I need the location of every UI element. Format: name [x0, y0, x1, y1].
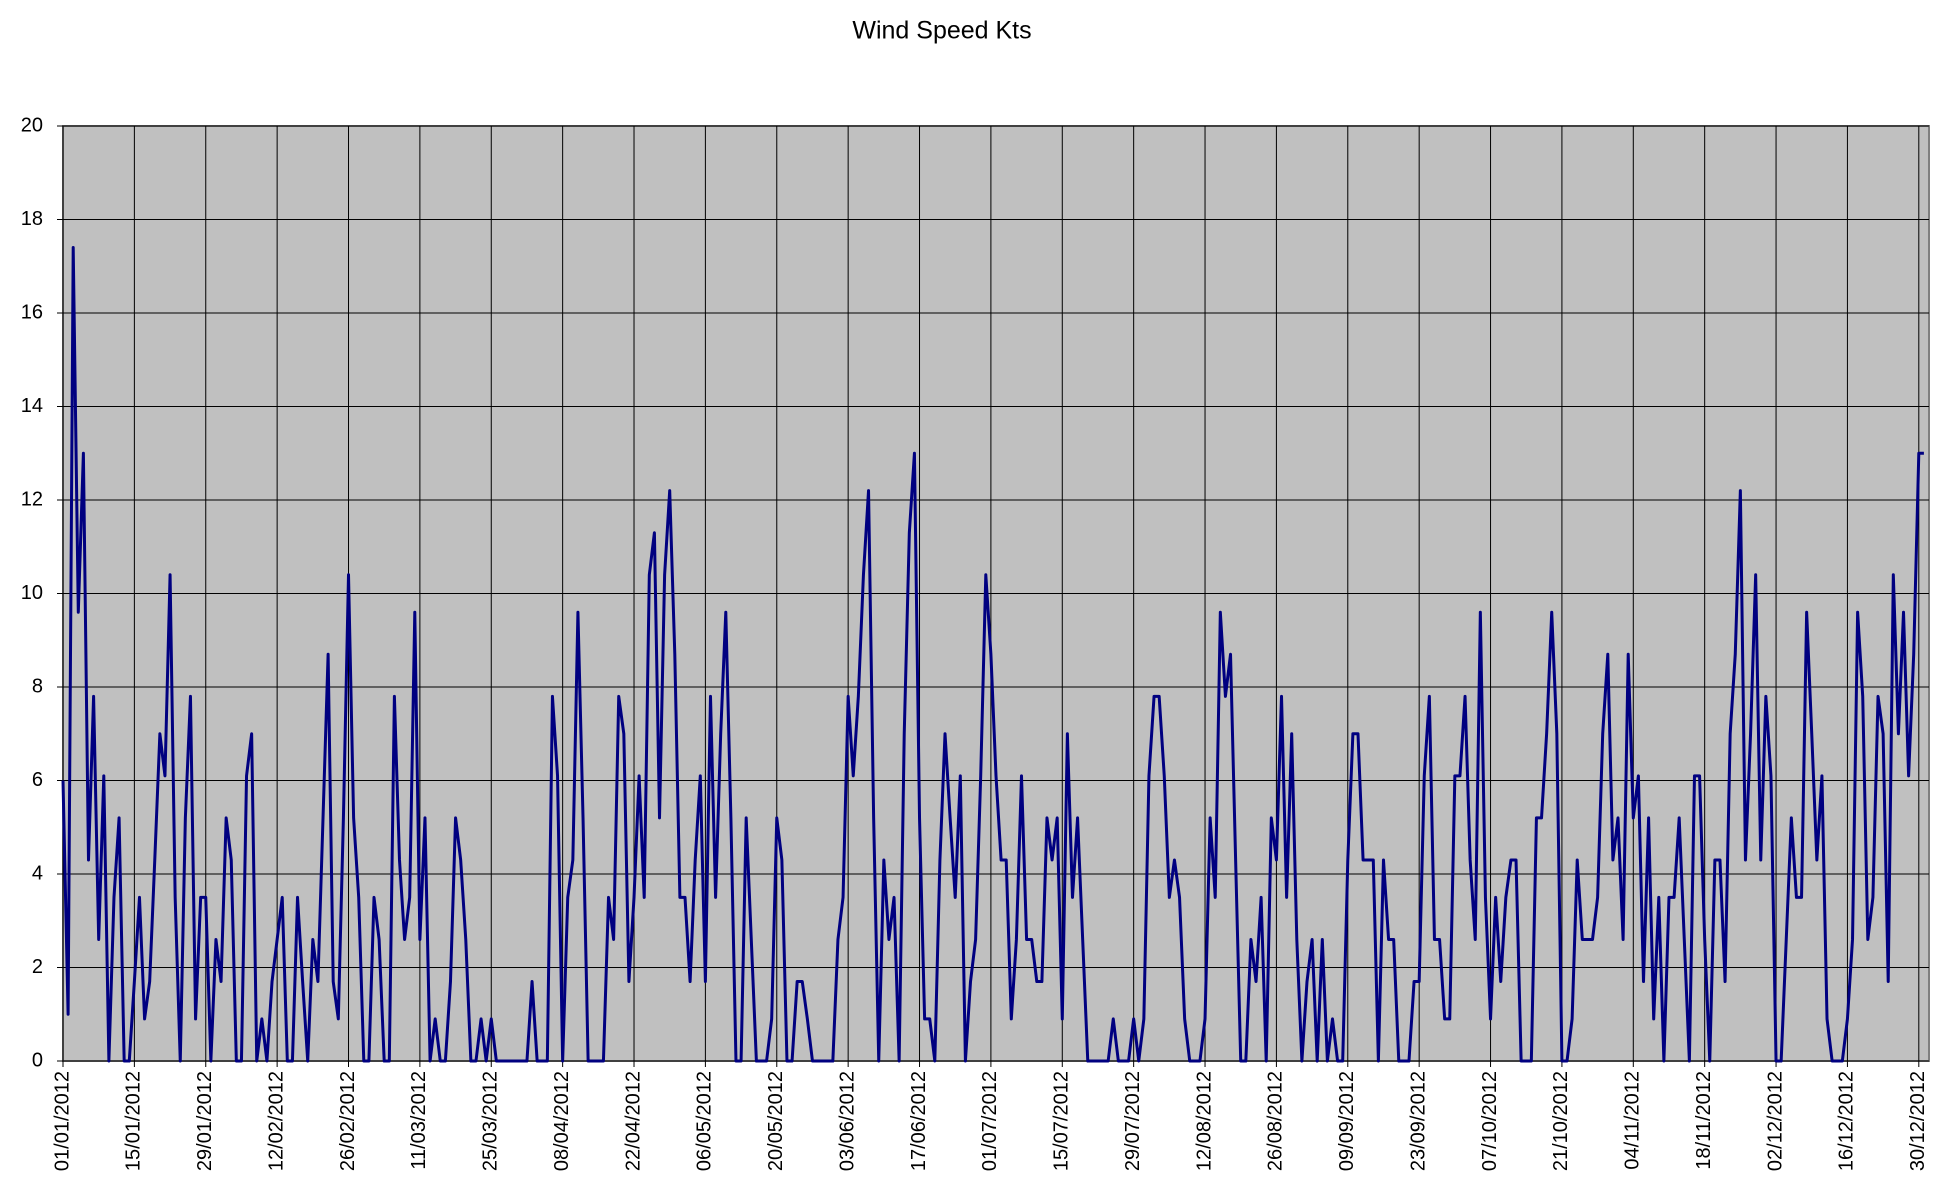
y-tick-label: 6 [32, 769, 43, 791]
x-tick-label: 07/10/2012 [1479, 1071, 1501, 1171]
x-tick-label: 08/04/2012 [551, 1071, 573, 1171]
y-tick-label: 12 [21, 488, 43, 510]
x-tick-label: 25/03/2012 [480, 1071, 502, 1171]
x-tick-label: 26/08/2012 [1265, 1071, 1287, 1171]
x-tick-label: 20/05/2012 [765, 1071, 787, 1171]
y-tick-label: 4 [32, 862, 43, 884]
y-tick-label: 14 [21, 395, 43, 417]
chart-title: Wind Speed Kts [852, 17, 1031, 45]
data-line [61, 246, 1924, 1063]
x-tick-label: 17/06/2012 [908, 1071, 930, 1171]
x-tick-label: 22/04/2012 [622, 1071, 644, 1171]
x-tick-label: 23/09/2012 [1407, 1071, 1429, 1171]
y-tick-label: 18 [21, 208, 43, 230]
x-tick-label: 12/02/2012 [265, 1071, 287, 1171]
x-tick-label: 16/12/2012 [1836, 1071, 1858, 1171]
y-tick-label: 16 [21, 301, 43, 323]
x-tick-label: 29/07/2012 [1122, 1071, 1144, 1171]
x-tick-label: 03/06/2012 [836, 1071, 858, 1171]
y-tick-label: 0 [32, 1049, 43, 1071]
x-tick-label: 30/12/2012 [1907, 1071, 1929, 1171]
x-tick-label: 02/12/2012 [1764, 1071, 1786, 1171]
x-tick-label: 09/09/2012 [1336, 1071, 1358, 1171]
y-tick-label: 10 [21, 582, 43, 604]
x-tick-label: 18/11/2012 [1693, 1071, 1715, 1170]
x-tick-label: 01/07/2012 [979, 1071, 1001, 1171]
y-tick-label: 20 [21, 114, 43, 136]
x-tick-label: 04/11/2012 [1622, 1071, 1644, 1170]
x-tick-label: 15/07/2012 [1051, 1071, 1073, 1171]
x-tick-label: 06/05/2012 [694, 1071, 716, 1171]
x-tick-label: 01/01/2012 [51, 1071, 73, 1171]
x-tick-label: 21/10/2012 [1550, 1071, 1572, 1171]
y-tick-label: 2 [32, 956, 43, 978]
x-tick-label: 12/08/2012 [1193, 1071, 1215, 1171]
x-tick-label: 29/01/2012 [194, 1071, 216, 1171]
x-tick-label: 15/01/2012 [123, 1071, 145, 1171]
x-tick-label: 26/02/2012 [337, 1071, 359, 1171]
y-tick-label: 8 [32, 675, 43, 697]
x-tick-label: 11/03/2012 [408, 1071, 430, 1170]
